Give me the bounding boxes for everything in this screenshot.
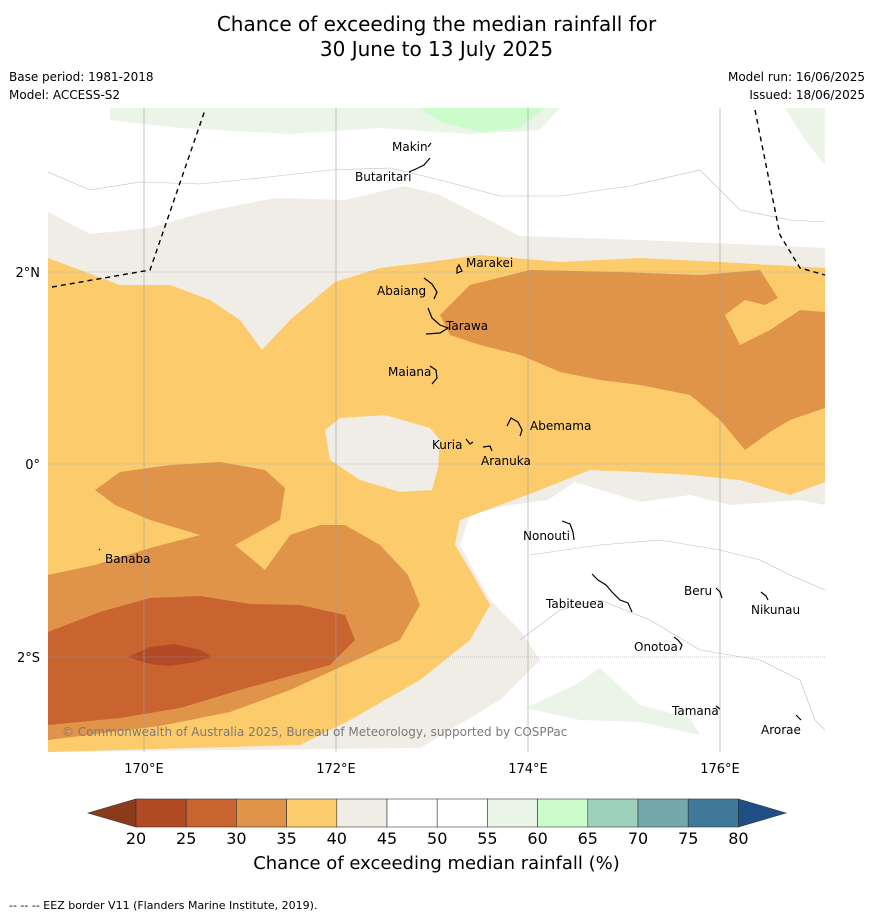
maiana-atoll [429,365,438,385]
butaritari-atoll [408,157,431,173]
model-name: Model: ACCESS-S2 [9,88,121,102]
lon-tick-174: 174°E [508,762,548,777]
tabiteuea-atoll [591,573,633,613]
label-marakei: Marakei [466,256,513,270]
colorbar-tick-label: 60 [527,829,547,848]
label-tarawa: Tarawa [445,319,488,333]
model-run: Model run: 16/06/2025 [727,70,865,84]
title-line-2: 30 June to 13 July 2025 [319,37,554,61]
lon-tick-172: 172°E [316,762,356,777]
lon-tick-176: 176°E [700,762,740,777]
colorbar-label: Chance of exceeding median rainfall (%) [253,853,620,874]
label-abaiang: Abaiang [377,284,426,298]
axis-labels: 170°E 172°E 174°E 176°E 2°N 0° 2°S [16,266,740,777]
colorbar-tick-label: 45 [377,829,397,848]
tamana-atoll [715,705,721,710]
banaba-island [98,548,101,551]
contour-20-25 [128,644,212,666]
base-period: Base period: 1981-2018 [9,70,154,84]
colorbar-over-arrow [738,798,788,828]
contour-55-60-ne [785,108,825,165]
colorbar-segment [637,798,689,828]
tarawa-atoll [425,307,450,335]
colorbar-segment [687,798,739,828]
label-banaba: Banaba [105,552,151,566]
colorbar-segment [185,798,237,828]
marakei-atoll [456,263,463,274]
colorbar-segment [336,798,388,828]
colorbar-tick-label: 20 [126,829,146,848]
onotoa-atoll [673,636,683,651]
title-line-1: Chance of exceeding the median rainfall … [216,12,657,36]
copyright-notice: © Commonwealth of Australia 2025, Bureau… [62,725,567,739]
meta-right: Model run: 16/06/2025 Issued: 18/06/2025 [728,68,865,104]
label-tamana: Tamana [671,704,719,718]
contour-55-60-south [525,668,700,735]
contour-line-north [48,167,825,223]
label-tabiteuea: Tabiteuea [545,597,604,611]
label-nonouti: Nonouti [523,529,570,543]
lat-tick-2s: 2°S [17,651,40,666]
colorbar-tick-label: 25 [176,829,196,848]
label-kuria: Kuria [432,438,463,452]
colorbar-tick-label: 35 [276,829,296,848]
island-labels: Makin Butaritari Marakei Abaiang Tarawa … [105,140,801,737]
colorbar-segment [386,798,438,828]
lon-tick-170: 170°E [124,762,164,777]
nonouti-atoll [561,520,575,541]
arorae-atoll [795,714,802,721]
rainfall-probability-field [48,108,825,752]
eez-footnote: -- -- -- EEZ border V11 (Flanders Marine… [9,899,318,912]
label-abemama: Abemama [530,419,591,433]
colorbar-tick-label: 30 [226,829,246,848]
colorbar-tick-label: 40 [327,829,347,848]
label-butaritari: Butaritari [355,170,412,184]
kuria-atoll [465,438,474,445]
colorbar-segment [587,798,639,828]
colorbar-tick-label: 75 [678,829,698,848]
aranuka-atoll [482,445,493,452]
contour-25-30 [48,596,355,725]
label-makin: Makin [392,140,428,154]
lat-tick-0: 0° [25,458,40,473]
colorbar-segment [236,798,287,828]
contour-30-35-west [95,462,285,545]
contour-45-50-equator-inner [335,420,434,488]
meta-left: Base period: 1981-2018 Model: ACCESS-S2 [9,68,154,104]
graticule [48,108,825,752]
colorbar-tick-label: 65 [578,829,598,848]
label-beru: Beru [684,584,712,598]
beru-atoll [715,587,723,599]
lat-tick-2n: 2°N [16,266,41,281]
colorbar-segment [436,798,488,828]
colorbar-tick-label: 70 [628,829,648,848]
abaiang-atoll [423,277,438,300]
colorbar-under-arrow [86,798,137,828]
colorbar-tick-label: 50 [427,829,447,848]
map-title: Chance of exceeding the median rainfall … [0,12,873,62]
colorbar-segment [537,798,589,828]
issued-date: Issued: 18/06/2025 [749,88,865,102]
eez-border-east [754,109,825,276]
label-nikunau: Nikunau [751,603,800,617]
nikunau-atoll [760,591,769,601]
colorbar: 20 25 30 35 40 45 50 55 60 65 70 75 80 [86,798,788,848]
label-aranuka: Aranuka [481,454,531,468]
contour-60-65-north [420,108,545,132]
colorbar-segment [286,798,338,828]
abemama-atoll [506,417,523,437]
label-maiana: Maiana [388,365,431,379]
contour-30-35-east [440,270,825,450]
colorbar-tick-label: 55 [477,829,497,848]
eez-border-west [51,109,206,288]
label-arorae: Arorae [761,723,801,737]
island-coastlines [98,142,802,721]
colorbar-segment [487,798,538,828]
colorbar-tick-label: 80 [728,829,748,848]
makin-atoll [427,142,432,148]
label-onotoa: Onotoa [634,640,678,654]
colorbar-segment [135,798,187,828]
contour-line-south2 [519,599,825,731]
